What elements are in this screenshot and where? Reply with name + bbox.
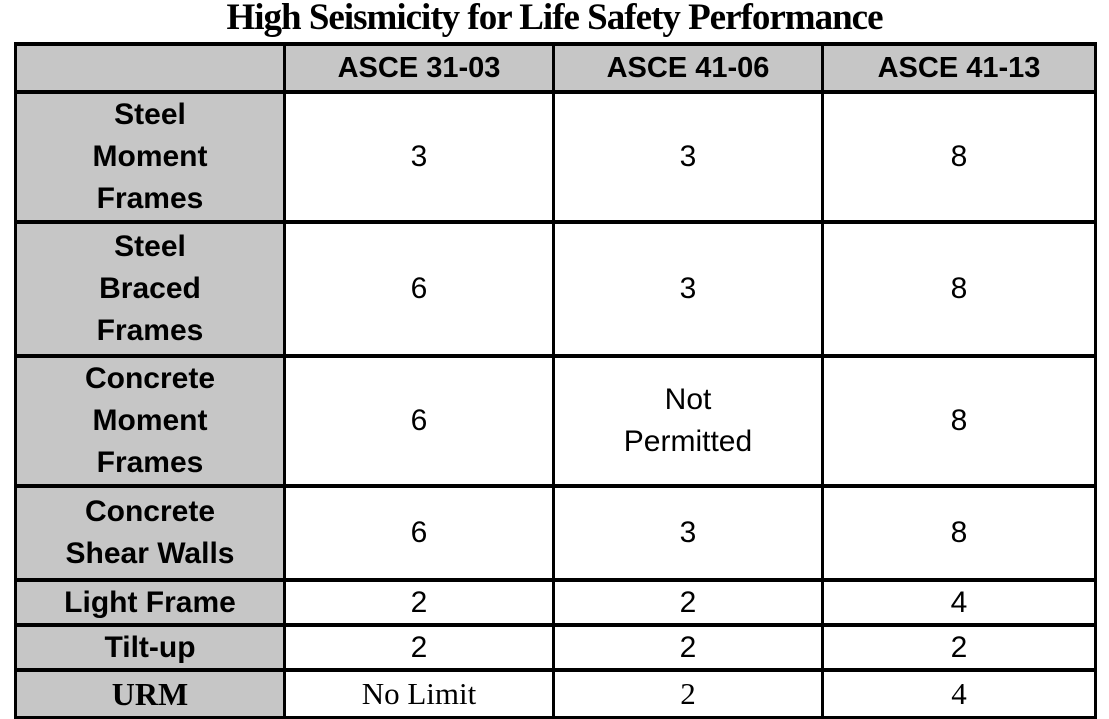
cell-value: 2	[552, 668, 824, 719]
cell-value: 8	[821, 484, 1097, 582]
table-header-row: ASCE 31-03 ASCE 41-06 ASCE 41-13	[14, 42, 1097, 94]
cell-value: 3	[283, 90, 555, 224]
cell-value: Not Permitted	[552, 354, 824, 488]
cell-value: 2	[283, 623, 555, 672]
row-label: Steel Braced Frames	[14, 220, 286, 358]
row-label: Concrete Shear Walls	[14, 484, 286, 582]
table-row-concrete-moment-frames: Concrete Moment Frames 6 Not Permitted 8	[14, 354, 1097, 488]
table-row-steel-braced-frames: Steel Braced Frames 6 3 8	[14, 220, 1097, 358]
cell-value: 3	[552, 220, 824, 358]
table-row-urm: URM No Limit 2 4	[14, 668, 1097, 719]
cell-value: 2	[552, 578, 824, 627]
cell-value: 6	[283, 354, 555, 488]
col-header-asce-41-13: ASCE 41-13	[821, 42, 1097, 94]
cell-value: 4	[821, 578, 1097, 627]
corner-cell	[14, 42, 286, 94]
cell-value: 3	[552, 484, 824, 582]
col-header-asce-31-03: ASCE 31-03	[283, 42, 555, 94]
cell-value: 2	[821, 623, 1097, 672]
table-row-tilt-up: Tilt-up 2 2 2	[14, 623, 1097, 672]
page-title: High Seismicity for Life Safety Performa…	[226, 0, 883, 38]
cell-value: 3	[552, 90, 824, 224]
row-label: Concrete Moment Frames	[14, 354, 286, 488]
row-label: URM	[14, 668, 286, 719]
row-label: Light Frame	[14, 578, 286, 627]
table-row-steel-moment-frames: Steel Moment Frames 3 3 8	[14, 90, 1097, 224]
table-row-light-frame: Light Frame 2 2 4	[14, 578, 1097, 627]
cell-value: 8	[821, 354, 1097, 488]
col-header-asce-41-06: ASCE 41-06	[552, 42, 824, 94]
cell-value: 6	[283, 484, 555, 582]
cell-value: 8	[821, 90, 1097, 224]
cell-value: 2	[283, 578, 555, 627]
cell-value: 2	[552, 623, 824, 672]
row-label: Steel Moment Frames	[14, 90, 286, 224]
cell-value: 8	[821, 220, 1097, 358]
cell-value: 4	[821, 668, 1097, 719]
table-row-concrete-shear-walls: Concrete Shear Walls 6 3 8	[14, 484, 1097, 582]
seismicity-table: ASCE 31-03 ASCE 41-06 ASCE 41-13 Steel M…	[14, 42, 1097, 719]
cell-value: 6	[283, 220, 555, 358]
row-label: Tilt-up	[14, 623, 286, 672]
cell-value: No Limit	[283, 668, 555, 719]
